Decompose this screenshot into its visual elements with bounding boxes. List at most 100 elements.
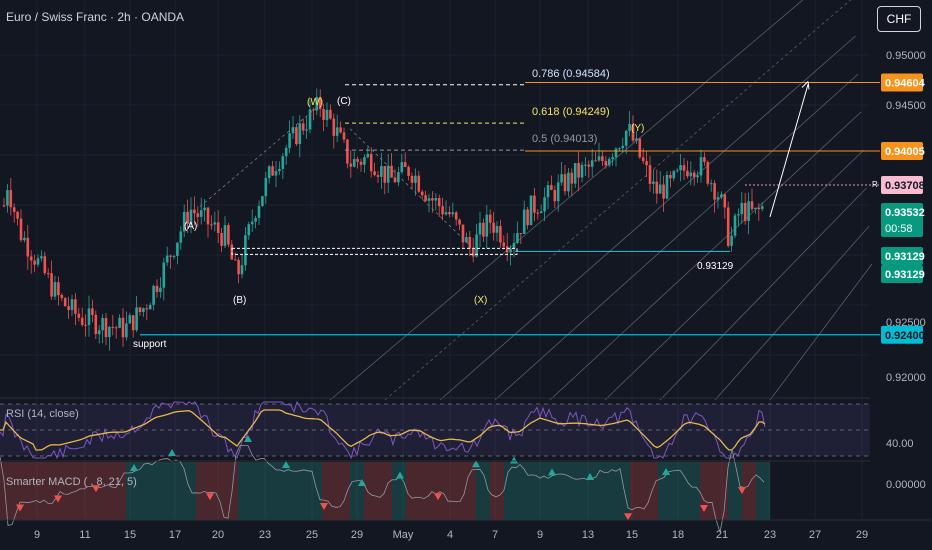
candle-body — [607, 159, 611, 166]
candle-body — [298, 123, 302, 145]
candle-body — [179, 231, 183, 243]
currency-button[interactable]: CHF — [877, 6, 921, 32]
candle-body — [264, 178, 268, 197]
candle-body — [101, 317, 104, 331]
macd-zone — [336, 462, 350, 520]
candle-body — [70, 299, 74, 311]
candle-body — [536, 212, 540, 214]
candle-body — [482, 222, 485, 237]
candle-body — [250, 221, 254, 225]
macd-zone — [364, 462, 378, 520]
macd-zone — [168, 462, 182, 520]
macd-zone — [350, 462, 364, 520]
macd-value-tag: 0.00000 — [886, 479, 926, 491]
wave-y-label: (Y) — [631, 123, 644, 134]
macd-label: Smarter MACD ( , 8, 21, 5) — [6, 476, 137, 488]
macd-up-triangle — [282, 461, 290, 468]
channel-line — [329, 0, 804, 401]
candle-body — [451, 212, 455, 215]
macd-down-triangle — [92, 485, 100, 493]
candle-body — [713, 183, 716, 200]
candle-body — [159, 287, 162, 292]
candle-body — [284, 147, 288, 157]
candle-body — [366, 153, 370, 158]
wave-line — [349, 128, 471, 246]
candle-body — [363, 157, 366, 165]
candle-body — [672, 171, 676, 179]
price-tag-pink-bg — [881, 176, 923, 195]
candle-body — [495, 226, 499, 233]
projection-arrowhead — [801, 81, 810, 90]
candle-body — [754, 207, 757, 209]
candle-body — [329, 109, 332, 119]
candle-body — [380, 166, 383, 177]
candle-body — [563, 174, 567, 192]
macd-zone — [574, 462, 588, 520]
macd-down-triangle — [320, 503, 328, 510]
candle-body — [267, 166, 271, 179]
time-tick: 21 — [716, 529, 728, 541]
candle-body — [720, 194, 723, 198]
candle-body — [182, 211, 186, 232]
candle-body — [550, 185, 553, 190]
trend-channel — [329, 0, 873, 401]
candle-body — [468, 237, 472, 249]
macd-up-triangle — [168, 449, 176, 456]
price-tag-current-bg — [881, 203, 923, 237]
candle-body — [91, 308, 94, 315]
candle-body — [539, 211, 543, 214]
candle-body — [655, 181, 659, 194]
macd-zone — [308, 462, 322, 520]
candle-body — [641, 157, 645, 162]
macd-zone — [56, 462, 70, 520]
candle-body — [488, 214, 492, 223]
price-tag-orange-mid: 0.94005 — [885, 146, 925, 158]
time-tick: 23 — [764, 529, 776, 541]
candle-body — [526, 209, 529, 226]
candle-body — [686, 170, 689, 177]
candle-body — [128, 315, 132, 324]
candle-body — [652, 181, 655, 184]
candle-body — [50, 273, 53, 297]
macd-up-triangle — [396, 471, 404, 479]
candle-body — [434, 198, 438, 201]
macd-zone — [224, 462, 238, 520]
macd-zone — [14, 462, 28, 520]
candle-body — [543, 197, 546, 212]
candle-body — [162, 262, 166, 288]
candle-body — [189, 209, 193, 224]
macd-zone — [154, 462, 168, 520]
candle-body — [492, 222, 495, 233]
time-tick: 29 — [351, 529, 363, 541]
macd-zone — [728, 462, 742, 520]
candle-body — [261, 196, 264, 206]
macd-zone — [700, 462, 714, 520]
candle-body — [699, 157, 703, 176]
candle-body — [373, 171, 376, 176]
candle-body — [176, 242, 179, 256]
macd-zone — [252, 462, 266, 520]
macd-zone — [392, 462, 406, 520]
candle-body — [33, 260, 36, 265]
time-tick: 9 — [34, 529, 40, 541]
candle-body — [63, 298, 67, 307]
candle-body — [747, 201, 750, 221]
candle-body — [67, 306, 70, 311]
macd-zone — [448, 462, 462, 520]
macd-zone — [546, 462, 560, 520]
candle-body — [519, 233, 523, 235]
candle-body — [499, 226, 502, 243]
channel-line — [549, 111, 862, 401]
macd-zone — [98, 462, 112, 520]
candle-body — [601, 156, 604, 162]
time-tick: 4 — [447, 529, 453, 541]
candle-body — [757, 207, 761, 210]
candle-body — [709, 183, 713, 185]
candle-body — [750, 201, 754, 209]
candle-body — [628, 123, 631, 131]
macd-up-triangle — [244, 435, 252, 442]
candle-body — [148, 304, 152, 310]
candle-body — [577, 163, 580, 178]
candle-body — [502, 242, 506, 247]
candle-body — [6, 190, 9, 206]
